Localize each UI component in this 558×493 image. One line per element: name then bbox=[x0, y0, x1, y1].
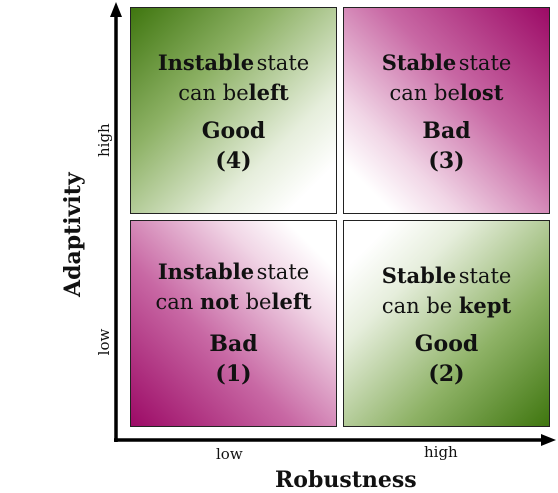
quadrant-instable-bad: Instable state can not beleft Bad (1) bbox=[130, 220, 337, 427]
line-1: Stable state bbox=[381, 50, 512, 75]
x-tick-high: high bbox=[424, 443, 458, 461]
verdict-label: Bad bbox=[422, 118, 471, 144]
line-1: Instable state bbox=[157, 50, 310, 75]
quadrant-number: (3) bbox=[428, 148, 465, 174]
line-1: Stable state bbox=[381, 263, 512, 288]
quadrant-number: (4) bbox=[215, 148, 252, 174]
quadrant-number: (2) bbox=[428, 361, 465, 387]
y-tick-low: low bbox=[95, 328, 113, 356]
quadrant-text: Instable state can not beleft bbox=[155, 257, 311, 317]
y-axis-arrowhead bbox=[110, 2, 122, 17]
line-2: can not beleft bbox=[155, 289, 312, 314]
verdict-label: Good bbox=[201, 118, 266, 144]
quadrant-number: (1) bbox=[215, 361, 252, 387]
y-tick-high: high bbox=[95, 123, 113, 157]
quadrant-text: Instable state can beleft bbox=[158, 48, 309, 108]
quadrant-stable-good: Stable state can be kept Good (2) bbox=[343, 220, 550, 427]
line-2: can belost bbox=[389, 80, 504, 105]
x-axis-title: Robustness bbox=[275, 467, 417, 493]
quadrant-instable-good: Instable state can beleft Good (4) bbox=[130, 7, 337, 214]
line-2: can be kept bbox=[381, 293, 512, 318]
verdict-label: Good bbox=[414, 331, 479, 357]
quadrant-stable-bad: Stable state can belost Bad (3) bbox=[343, 7, 550, 214]
line-2: can beleft bbox=[178, 80, 289, 105]
line-1: Instable state bbox=[157, 259, 310, 284]
verdict-label: Bad bbox=[209, 331, 258, 357]
quadrant-text: Stable state can belost bbox=[382, 48, 512, 108]
quadrant-text: Stable state can be kept bbox=[382, 261, 512, 321]
y-axis-title: Adaptivity bbox=[60, 172, 86, 297]
x-tick-low: low bbox=[216, 445, 243, 463]
x-axis-arrowhead bbox=[541, 434, 556, 446]
